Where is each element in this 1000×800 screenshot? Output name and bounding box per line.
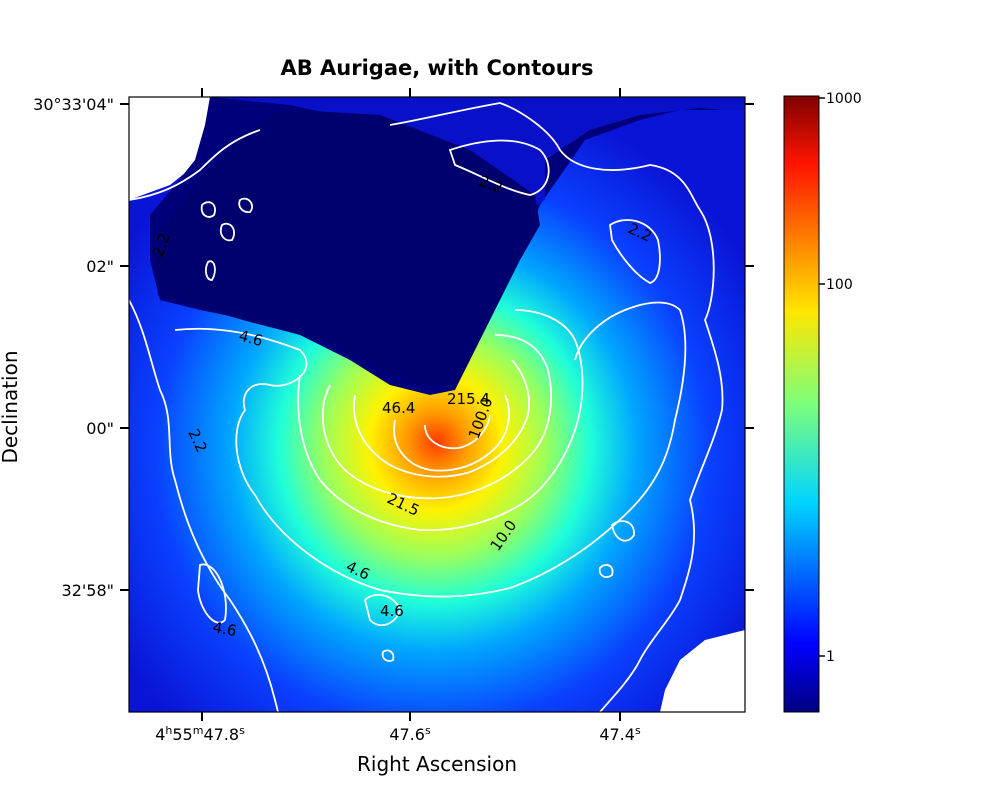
contour-10.0 (297, 309, 584, 532)
contour-label: 4.6 (211, 618, 238, 640)
plot-frame (128, 96, 746, 713)
contour-island-5 (197, 563, 227, 624)
contour-4.6 (174, 301, 687, 598)
x-axis-label: Right Ascension (357, 752, 517, 776)
contour-46.4 (353, 359, 530, 478)
x-tick-label: 47.6s (389, 724, 431, 744)
contour-island-9 (238, 197, 253, 213)
y-tick-label: 00" (86, 419, 114, 438)
contour-label: 215.4 (447, 390, 490, 408)
contour-island-3 (364, 593, 401, 627)
heatmap-image: 2.2 2.2 2.2 2.2 4.6 4.6 4.6 4.6 46.4 215… (129, 97, 745, 712)
y-ticks (120, 103, 754, 591)
colorbar-tick-label: 100 (826, 277, 853, 293)
x-tick-label: 4h55m47.8s (155, 724, 245, 744)
contour-island-1 (598, 564, 614, 578)
contour-2.2-outer (129, 102, 724, 712)
contour-label: 4.6 (237, 326, 265, 350)
contour-215.4 (424, 414, 491, 450)
contours (129, 102, 724, 712)
colorbar-tick-label: 1 (826, 649, 835, 665)
contour-label: 46.4 (382, 399, 415, 417)
contour-island-2 (611, 520, 635, 542)
x-tick-label: 47.4s (599, 724, 641, 744)
contour-label: 4.6 (380, 602, 404, 620)
contour-21.5 (321, 334, 553, 500)
contour-100.0 (393, 394, 510, 472)
occulted-upper-band (210, 97, 745, 210)
contour-2.2-top-island (448, 139, 550, 196)
blank-corner-top-left (129, 97, 210, 200)
contour-2.2-left (129, 299, 279, 712)
colorbar-tick-label: 1000 (826, 91, 862, 107)
contour-island-8 (205, 260, 216, 281)
y-tick-label: 02" (86, 257, 114, 276)
contour-2.2-right-island (609, 219, 661, 284)
colorbar-gradient (783, 95, 820, 713)
contour-island-4 (381, 649, 395, 662)
occulted-core (155, 110, 540, 385)
contour-island-6 (200, 201, 216, 218)
contour-island-7 (219, 222, 235, 242)
y-tick-label: 30°33'04" (33, 95, 114, 114)
colorbar: 1000 100 1 (783, 91, 862, 713)
blank-corner-bottom-right (660, 630, 745, 712)
y-tick-label: 32'58" (62, 581, 114, 600)
chart-title: AB Aurigae, with Contours (280, 56, 593, 80)
x-ticks (201, 88, 621, 721)
y-axis-label: Declination (0, 350, 22, 463)
